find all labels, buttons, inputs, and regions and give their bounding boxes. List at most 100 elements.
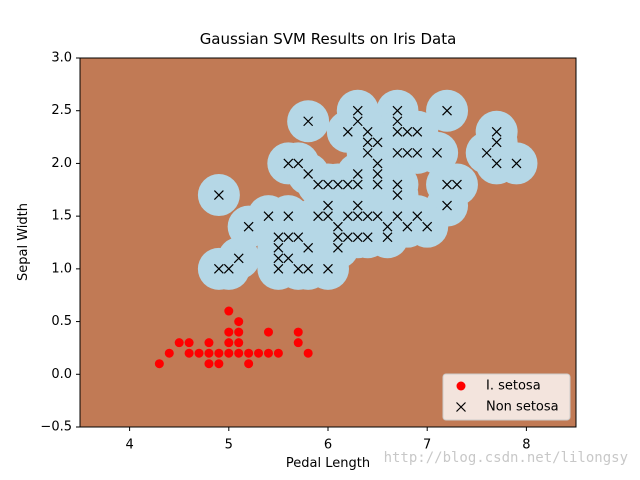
- x-marker: [303, 116, 314, 127]
- x-marker: [323, 200, 333, 211]
- dot-marker: [214, 359, 224, 369]
- dot-marker: [234, 338, 244, 348]
- x-marker: [313, 179, 324, 190]
- x-marker: [352, 105, 363, 116]
- x-marker: [342, 232, 353, 243]
- x-marker: [243, 221, 254, 232]
- x-marker: [372, 158, 383, 169]
- x-marker: [491, 137, 502, 148]
- x-marker: [392, 116, 403, 127]
- dot-marker: [184, 338, 194, 348]
- dot-marker: [224, 327, 234, 337]
- dot-marker: [273, 348, 283, 358]
- dot-marker: [263, 327, 273, 337]
- y-tick-label: 1.0: [51, 261, 72, 276]
- dot-marker: [194, 348, 204, 358]
- x-marker: [303, 242, 314, 253]
- x-marker: [432, 147, 443, 158]
- x-marker: [332, 221, 343, 232]
- x-marker: [352, 211, 363, 222]
- x-marker: [332, 179, 343, 190]
- x-marker: [283, 232, 294, 243]
- dot-marker: [174, 338, 184, 348]
- y-tick-label: 0.0: [51, 367, 72, 382]
- dot-marker: [234, 327, 244, 337]
- x-marker: [372, 137, 383, 148]
- x-marker: [352, 169, 363, 179]
- dot-marker: [244, 359, 254, 369]
- x-marker: [362, 211, 373, 222]
- x-marker: [412, 126, 423, 137]
- x-marker: [456, 402, 466, 412]
- x-marker: [511, 158, 522, 169]
- x-marker: [352, 232, 363, 243]
- x-marker: [372, 179, 383, 190]
- x-marker: [293, 158, 304, 169]
- x-marker: [392, 179, 403, 190]
- dot-marker: [254, 348, 264, 358]
- dot-marker: [204, 338, 214, 348]
- dot-marker: [164, 348, 174, 358]
- x-marker: [392, 190, 403, 200]
- x-marker: [362, 147, 373, 158]
- x-marker: [372, 211, 383, 222]
- y-tick-label: 2.5: [51, 103, 72, 118]
- dot-marker: [204, 348, 214, 358]
- dot-marker: [293, 338, 303, 348]
- x-marker: [372, 169, 383, 179]
- x-marker: [213, 190, 224, 200]
- y-tick-label: 0.5: [51, 314, 72, 329]
- dot-marker: [456, 381, 466, 391]
- x-marker: [452, 179, 462, 190]
- x-tick-label: 7: [423, 438, 431, 453]
- dot-marker: [244, 348, 254, 358]
- dot-marker: [234, 317, 244, 327]
- x-marker: [392, 211, 403, 222]
- chart-title: Gaussian SVM Results on Iris Data: [200, 30, 457, 48]
- y-tick-label: 2.0: [51, 156, 72, 171]
- y-tick-label: 3.0: [51, 51, 72, 66]
- dot-marker: [234, 348, 244, 358]
- dot-marker: [204, 359, 214, 369]
- legend-label: I. setosa: [486, 379, 541, 394]
- watermark: http://blog.csdn.net/lilongsy: [384, 450, 628, 466]
- legend: I. setosa Non setosa: [442, 373, 571, 421]
- x-tick-label: 8: [522, 438, 530, 453]
- x-marker: [491, 158, 502, 169]
- x-marker: [303, 263, 314, 274]
- y-tick-label: 1.5: [51, 209, 72, 224]
- x-marker: [273, 242, 284, 253]
- x-marker: [392, 105, 403, 116]
- dot-marker: [293, 327, 303, 337]
- x-marker: [352, 200, 363, 211]
- points: [154, 105, 522, 369]
- x-marker: [303, 169, 314, 179]
- x-marker: [342, 211, 353, 222]
- x-marker: [481, 147, 492, 158]
- x-marker: [323, 263, 333, 274]
- legend-label: Non setosa: [486, 400, 559, 415]
- x-marker: [362, 137, 373, 148]
- x-marker: [273, 263, 284, 274]
- x-marker: [263, 211, 274, 222]
- x-marker: [332, 232, 343, 243]
- x-marker: [402, 221, 413, 232]
- x-tick-label: 5: [225, 438, 233, 453]
- x-marker: [293, 263, 304, 274]
- x-marker: [392, 126, 403, 137]
- x-marker: [323, 179, 333, 190]
- x-axis-label: Pedal Length: [286, 456, 370, 471]
- x-marker: [442, 200, 452, 211]
- x-marker: [491, 126, 502, 137]
- dot-marker: [214, 348, 224, 358]
- dot-marker: [224, 306, 234, 316]
- dot-marker: [224, 338, 234, 348]
- dot-marker: [303, 348, 313, 358]
- x-marker: [422, 221, 433, 232]
- dot-marker: [154, 359, 164, 369]
- x-marker: [342, 179, 353, 190]
- x-marker: [283, 158, 294, 169]
- x-marker: [442, 105, 452, 116]
- x-marker: [283, 211, 294, 222]
- x-marker: [362, 232, 373, 243]
